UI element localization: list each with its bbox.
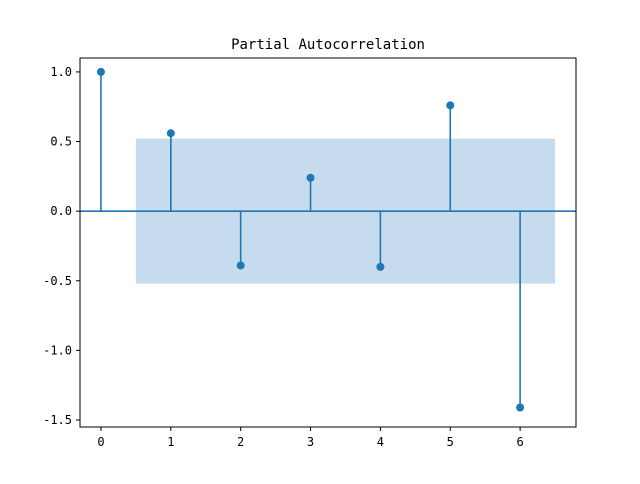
stems-layer — [96, 67, 525, 412]
x-tick-label: 6 — [516, 435, 523, 449]
stem-marker — [376, 262, 385, 271]
stem-lag-5 — [446, 101, 455, 212]
y-tick-label: 1.0 — [50, 65, 72, 79]
stem-marker — [446, 101, 455, 110]
stem-lag-4 — [376, 211, 385, 271]
x-tick-label: 2 — [237, 435, 244, 449]
axis-ticks-layer: 0 1 2 3 4 5 6 1.0 0.5 0.0 -0.5 -1.0 -1.5 — [43, 65, 524, 449]
x-tick-label: 5 — [447, 435, 454, 449]
chart-title: Partial Autocorrelation — [231, 37, 425, 53]
stem-marker — [236, 261, 245, 270]
plot-area-frame — [79, 57, 577, 428]
x-tick-label: 4 — [377, 435, 384, 449]
y-tick-label: -1.5 — [43, 413, 72, 427]
stem-lag-2 — [236, 211, 245, 270]
x-tick-label: 0 — [97, 435, 104, 449]
stem-marker — [166, 129, 175, 138]
stem-lag-0 — [96, 67, 105, 212]
y-tick-label: -1.0 — [43, 343, 72, 357]
y-tick-label: 0.0 — [50, 204, 72, 218]
y-tick-label: -0.5 — [43, 274, 72, 288]
stem-lag-3 — [306, 173, 315, 212]
stem-lag-1 — [166, 129, 175, 212]
x-tick-label: 3 — [307, 435, 314, 449]
stem-lag-6 — [516, 211, 525, 412]
x-tick-label: 1 — [167, 435, 174, 449]
stem-marker — [306, 173, 315, 182]
y-tick-label: 0.5 — [50, 135, 72, 149]
stem-marker — [96, 67, 105, 76]
stem-marker — [516, 403, 525, 412]
